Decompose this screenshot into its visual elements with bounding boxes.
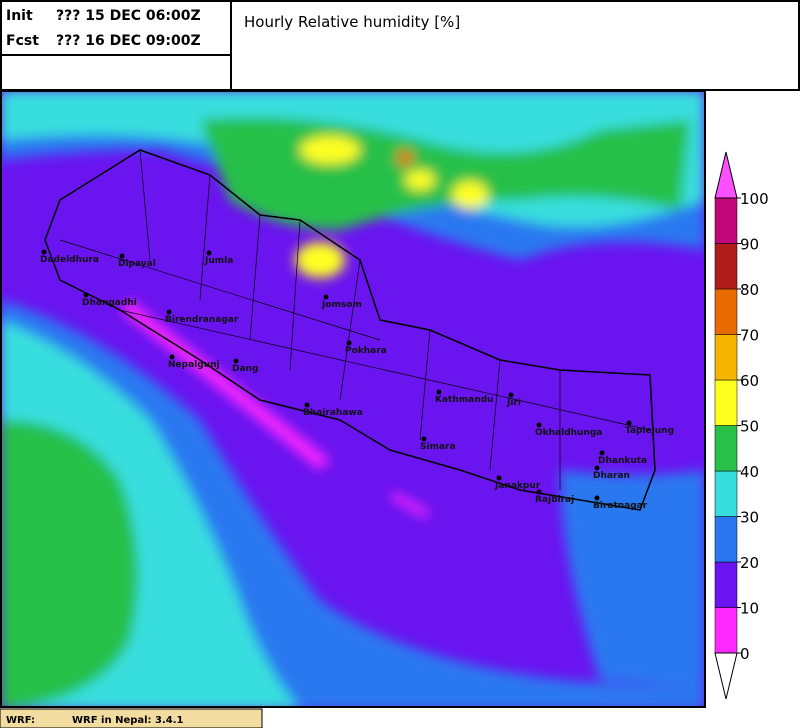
city-label: Jomsom (321, 300, 362, 310)
colorbar-label: 70 (740, 327, 759, 345)
colorbar-label: 0 (740, 645, 750, 663)
city-layer: Dadeldhura Dipayal Jumla Dhangadhi Birendran… (40, 249, 674, 511)
colorbar-label: 100 (740, 190, 769, 208)
city-marker (594, 495, 600, 501)
colorbar-label: 20 (740, 554, 759, 572)
colorbar: 0 10 20 30 40 50 60 70 80 90 100 (714, 151, 769, 700)
city-marker (41, 249, 47, 255)
colorbar-segment (714, 516, 738, 563)
city-label: Dipayal (118, 259, 156, 269)
city-marker (206, 250, 212, 256)
footer-label: WRF: (6, 715, 35, 726)
city-marker (346, 340, 352, 346)
humidity-field (2, 92, 704, 707)
colorbar-segment (714, 470, 738, 517)
city-label: Pokhara (345, 346, 387, 356)
city-marker (119, 253, 125, 259)
colorbar-segment (714, 425, 738, 472)
city-label: Dharan (593, 471, 630, 481)
nepal-border (44, 149, 656, 511)
city-label: Dhankuta (598, 456, 647, 466)
fcst-time: ??? 16 DEC 09:00Z (56, 33, 201, 49)
city-marker (304, 402, 310, 408)
city-label: Dhangadhi (82, 298, 137, 308)
footer-box (0, 708, 263, 728)
city-marker (496, 475, 502, 481)
city-label: Okhaldhunga (535, 428, 602, 438)
colorbar-label: 50 (740, 418, 759, 436)
city-label: Simara (420, 442, 456, 452)
city-marker (536, 489, 542, 495)
city-label: Taplejung (625, 426, 674, 436)
city-label: Birendranagar (165, 315, 239, 325)
city-label: Biratnagar (593, 501, 648, 511)
colorbar-label: 60 (740, 372, 759, 390)
city-marker (83, 292, 89, 298)
city-marker (436, 389, 442, 395)
colorbar-label: 10 (740, 600, 759, 618)
city-marker (536, 422, 542, 428)
map-frame (0, 90, 706, 708)
city-label: Janakpur (494, 481, 541, 491)
init-label: Init (6, 8, 33, 24)
district-lines (59, 149, 651, 490)
colorbar-under (714, 652, 738, 700)
fcst-label: Fcst (6, 33, 39, 49)
colorbar-label: 80 (740, 281, 759, 299)
colorbar-over (714, 151, 738, 199)
colorbar-segment (714, 334, 738, 381)
city-marker (599, 450, 605, 456)
city-label: Jiri (506, 398, 521, 408)
colorbar-segment (714, 379, 738, 426)
colorbar-segment (714, 607, 738, 654)
colorbar-segment (714, 561, 738, 608)
footer-text: WRF in Nepal: 3.4.1 (72, 715, 184, 726)
city-marker (166, 309, 172, 315)
city-label: Dadeldhura (40, 255, 99, 265)
city-marker (421, 436, 427, 442)
colorbar-segment (714, 288, 738, 335)
city-label: Bhairahawa (303, 408, 363, 418)
city-marker (233, 358, 239, 364)
city-label: Dang (232, 364, 258, 374)
colorbar-label: 30 (740, 509, 759, 527)
city-label: Rajbiraj (535, 495, 574, 505)
city-marker (169, 354, 175, 360)
map-title: Hourly Relative humidity [%] (244, 13, 460, 31)
city-marker (594, 465, 600, 471)
city-marker (508, 392, 514, 398)
colorbar-label: 40 (740, 463, 759, 481)
colorbar-segment (714, 243, 738, 290)
city-label: Nepalgunj (168, 360, 220, 370)
init-time: ??? 15 DEC 06:00Z (56, 8, 201, 24)
city-label: Kathmandu (435, 395, 493, 405)
colorbar-segment (714, 197, 738, 244)
city-marker (323, 294, 329, 300)
city-label: Jumla (204, 256, 233, 266)
colorbar-label: 90 (740, 236, 759, 254)
city-marker (626, 420, 632, 426)
